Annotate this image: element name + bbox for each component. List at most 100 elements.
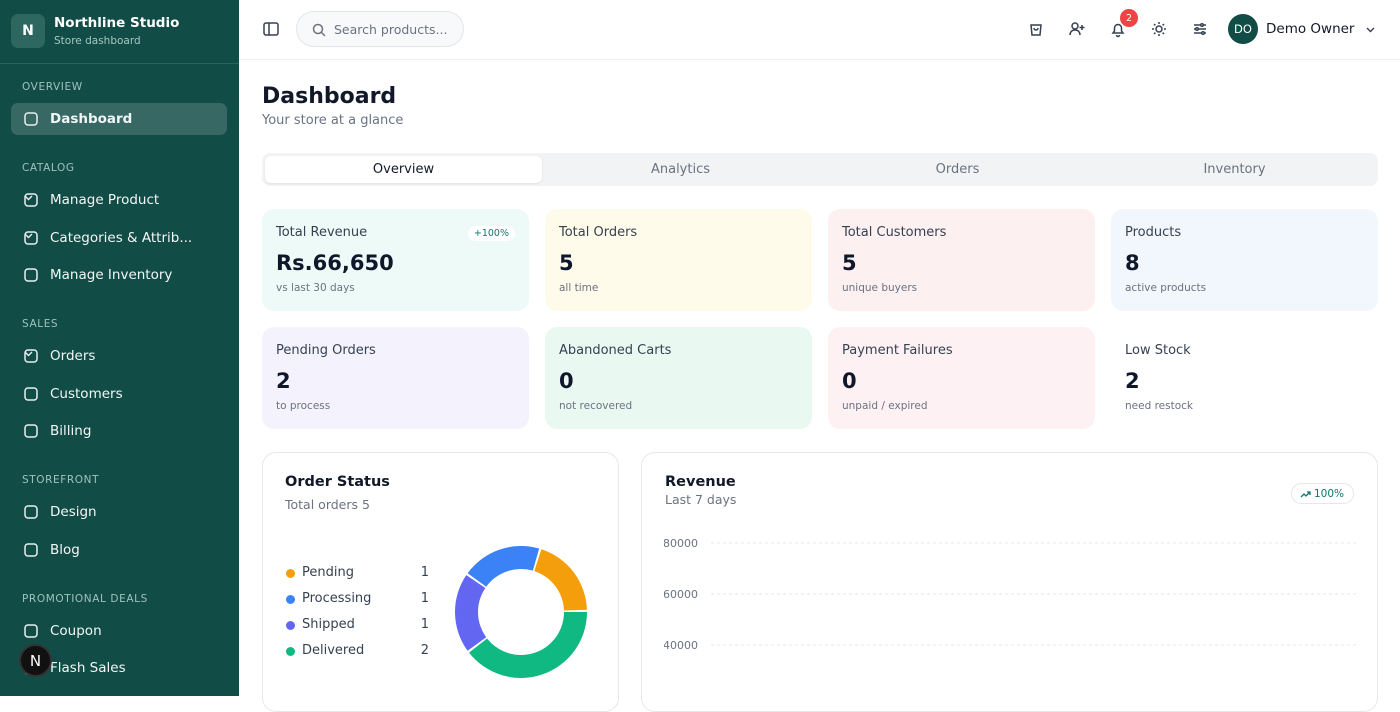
donut-segment (534, 549, 587, 611)
add-user-icon[interactable] (1068, 20, 1086, 38)
nav-label: Design (50, 504, 97, 520)
legend-value: 2 (420, 643, 429, 658)
donut-segment (455, 575, 487, 651)
nav-icon (24, 268, 38, 282)
nav-item[interactable]: Categories & Attrib... (11, 222, 227, 254)
nav-item[interactable]: Featured Deal (11, 690, 227, 697)
nav-item[interactable]: Design (11, 496, 227, 528)
order-status-panel: Order Status Total orders 5 Pending 1 Proc… (262, 452, 619, 712)
nav-item[interactable]: Billing (11, 415, 227, 447)
page-subtitle: Your store at a glance (262, 113, 404, 128)
topbar: Search products... 2 DO Demo Owner (239, 0, 1400, 60)
legend-value: 1 (420, 565, 429, 580)
tab[interactable]: Overview (265, 156, 542, 183)
settings-icon[interactable] (1191, 20, 1209, 38)
stat-note: all time (559, 282, 599, 294)
chevron (24, 351, 33, 357)
panel-subtitle: Last 7 days (665, 492, 737, 507)
icon-shape (24, 112, 38, 126)
nav-item[interactable]: Manage Inventory (11, 259, 227, 291)
legend-value: 1 (420, 591, 429, 606)
nav-chevron[interactable] (23, 348, 34, 359)
brand-name: Northline Studio (54, 15, 180, 31)
icon-shape (24, 542, 38, 557)
stat-value: 0 (559, 369, 574, 393)
stat-card: Payment Failures 0 unpaid / expired (828, 327, 1095, 429)
y-tick-label: 80000 (664, 537, 698, 550)
stat-note: vs last 30 days (276, 282, 355, 294)
sidebar-toggle[interactable] (262, 20, 280, 38)
donut-segment (468, 612, 587, 678)
stat-title: Products (1125, 225, 1182, 240)
nav-label: Customers (50, 385, 123, 402)
tab[interactable]: Analytics (650, 162, 711, 177)
icon-shape (24, 424, 38, 438)
chevron (24, 195, 33, 201)
icon-shape (24, 505, 38, 519)
nav-item[interactable]: Coupon (11, 615, 227, 647)
tab[interactable]: Orders (935, 162, 980, 177)
donut-segment (467, 546, 540, 587)
user-name[interactable]: Demo Owner (1266, 21, 1355, 37)
legend-value: 1 (420, 617, 429, 632)
stat-note: unpaid / expired (842, 400, 928, 412)
legend-label: Delivered (302, 643, 365, 658)
stat-note: to process (276, 400, 331, 412)
panel-subtitle: Total orders 5 (285, 497, 370, 512)
icon-shape (24, 193, 38, 207)
nav-chevron[interactable] (23, 192, 34, 203)
stat-note: need restock (1125, 400, 1193, 412)
nav-label: Manage Product (50, 192, 160, 208)
nav-icon (24, 349, 38, 363)
nav-item[interactable]: Orders (11, 340, 227, 372)
theme-icon[interactable] (1150, 20, 1168, 38)
stat-value: 5 (842, 251, 857, 275)
revenue-svg: 80000 60000 40000 (664, 537, 1356, 652)
nav-item[interactable]: Customers (11, 378, 227, 410)
icon-shape (24, 349, 38, 363)
legend-label: Processing (302, 591, 372, 606)
stat-card: Products 8 active products (1111, 209, 1378, 311)
nav-section-title: STOREFRONT (22, 474, 100, 486)
y-tick-label: 40000 (664, 639, 698, 652)
stat-title: Total Orders (559, 225, 638, 240)
stat-value: Rs.66,650 (276, 251, 394, 275)
nav-label: Billing (50, 423, 92, 439)
tab[interactable]: Inventory (1203, 162, 1266, 177)
notification-badge: 2 (1120, 9, 1138, 27)
legend-dot (286, 647, 295, 656)
store-icon[interactable] (1027, 20, 1045, 38)
nav-label: Orders (50, 348, 96, 364)
page-title: Dashboard (262, 84, 397, 109)
stat-card: Total Customers 5 unique buyers (828, 209, 1095, 311)
legend-dot (286, 621, 295, 630)
user-chevron[interactable] (1365, 24, 1376, 35)
brand-logo: N (11, 14, 45, 48)
nav-icon (24, 230, 38, 245)
stat-note: unique buyers (842, 282, 918, 294)
nav-label: Coupon (50, 622, 102, 639)
legend-dot (286, 595, 295, 604)
icon-shape (24, 386, 38, 401)
nav-label: Categories & Attrib... (50, 229, 193, 246)
nav-item[interactable]: Manage Product (11, 184, 227, 216)
nav-item[interactable]: Dashboard (11, 103, 227, 135)
nav-section-title: PROMOTIONAL DEALS (22, 592, 148, 605)
dev-badge[interactable]: N (19, 644, 52, 677)
nav-label: Dashboard (50, 111, 133, 127)
stat-title: Low Stock (1125, 343, 1191, 358)
divider (0, 63, 239, 64)
revenue-chart: 80000 60000 40000 (664, 513, 1364, 703)
nav-item[interactable]: Blog (11, 534, 227, 566)
brand-subtitle: Store dashboard (54, 35, 141, 47)
icon-shape (24, 230, 38, 245)
nav-chevron[interactable] (23, 230, 34, 241)
user-avatar[interactable]: DO (1228, 14, 1258, 44)
revenue-badge: 100% (1291, 483, 1355, 504)
bell-icon[interactable] (1109, 20, 1127, 38)
stat-card: Abandoned Carts 0 not recovered (545, 327, 812, 429)
search[interactable]: Search products... (296, 11, 464, 47)
search-placeholder: Search products... (334, 22, 448, 37)
stat-title: Total Revenue (276, 225, 368, 240)
